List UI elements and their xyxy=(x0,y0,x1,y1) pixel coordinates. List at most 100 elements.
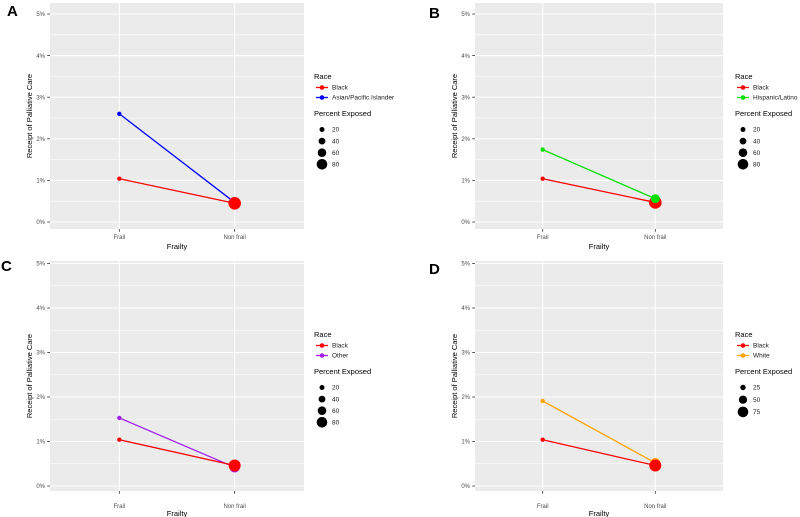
data-point-black-non-frail xyxy=(649,459,662,472)
panel-chart-d: 0% 1% 2% 3% 4% 5% Frail Non frail Frailty Receipt… xyxy=(450,261,792,517)
panel-label-b: B xyxy=(429,5,440,22)
size-legend-label: 20 xyxy=(753,127,761,134)
panel-label-d: D xyxy=(429,261,440,278)
panel-chart-c: 0% 1% 2% 3% 4% 5% Frail Non frail Frailty Receipt… xyxy=(25,261,371,517)
y-tick-label: 0% xyxy=(36,484,45,490)
y-tick-label: 3% xyxy=(461,95,470,101)
y-tick-label: 5% xyxy=(461,12,470,18)
x-axis-title: Frailty xyxy=(167,509,188,517)
y-tick-label: 3% xyxy=(461,351,470,357)
size-legend-dot xyxy=(737,159,749,170)
y-tick-label: 4% xyxy=(36,54,45,60)
data-point-black-frail xyxy=(117,437,122,442)
legend-key-point xyxy=(740,343,746,348)
y-axis-title: Receipt of Palliative Care xyxy=(450,334,459,418)
series-line-hispanic-latino xyxy=(542,149,656,200)
x-tick-label: Frail xyxy=(537,504,549,510)
y-tick-label: 2% xyxy=(36,395,45,401)
panel-b: 0% 1% 2% 3% 4% 5% Frail Non frail Frailty Receipt… xyxy=(400,0,800,258)
y-tick-label: 5% xyxy=(36,12,45,18)
size-legend-dot xyxy=(738,395,748,404)
size-legend-dot xyxy=(316,417,328,428)
size-legend-label: 80 xyxy=(332,420,340,427)
y-tick-label: 3% xyxy=(36,351,45,357)
panel-chart-a: 0% 1% 2% 3% 4% 5% Frail Non frail Frailty Receipt… xyxy=(25,3,395,251)
panel-d: 0% 1% 2% 3% 4% 5% Frail Non frail Frailty Receipt… xyxy=(400,258,800,517)
x-tick-label: Non frail xyxy=(223,504,245,510)
size-legend-label: 60 xyxy=(332,408,340,415)
size-legend-label: 80 xyxy=(332,162,340,169)
x-tick-label: Frail xyxy=(114,235,126,241)
series-line-white xyxy=(542,400,656,464)
race-legend-title: Race xyxy=(314,330,332,339)
y-tick-label: 0% xyxy=(461,484,470,490)
size-legend-label: 40 xyxy=(332,138,340,145)
series-line-asian-pacific-islander xyxy=(118,113,236,203)
x-tick-label: Non frail xyxy=(644,235,666,241)
panel-a: 0% 1% 2% 3% 4% 5% Frail Non frail Frailty Receipt… xyxy=(0,0,400,258)
size-legend-dot xyxy=(317,406,327,415)
data-point-asian-pacific-islander-frail xyxy=(117,111,122,117)
race-legend-label: White xyxy=(753,353,770,360)
plot-background xyxy=(475,261,723,491)
x-tick-label: Frail xyxy=(537,235,549,241)
size-legend-title: Percent Exposed xyxy=(314,367,371,376)
y-tick-label: 2% xyxy=(461,137,470,143)
x-axis-title: Frailty xyxy=(589,509,610,517)
legend-key-point xyxy=(319,353,325,358)
legend-key-point xyxy=(319,95,325,100)
plot-background xyxy=(50,3,304,229)
series-line-black xyxy=(119,178,235,204)
size-legend-dot xyxy=(740,384,746,391)
data-point-black-frail xyxy=(540,176,545,181)
y-tick-label: 5% xyxy=(36,262,45,268)
size-legend-label: 40 xyxy=(332,396,340,403)
x-tick-label: Non frail xyxy=(644,504,666,510)
race-legend-label: Black xyxy=(753,343,770,350)
y-tick-label: 4% xyxy=(461,306,470,312)
race-legend-label: Hispanic/Latino xyxy=(753,95,798,102)
series-line-black xyxy=(542,439,656,467)
panel-label-c: C xyxy=(1,258,12,275)
size-legend-dot xyxy=(317,148,327,157)
data-point-other-frail xyxy=(117,415,122,421)
x-tick-label: Frail xyxy=(114,504,126,510)
size-legend-dot xyxy=(737,406,749,418)
size-legend-label: 80 xyxy=(753,162,761,169)
x-axis-title: Frailty xyxy=(589,242,610,251)
size-legend-label: 40 xyxy=(753,138,761,145)
x-axis-title: Frailty xyxy=(167,242,188,251)
y-tick-label: 2% xyxy=(461,395,470,401)
panel-chart-b: 0% 1% 2% 3% 4% 5% Frail Non frail Frailty Receipt… xyxy=(450,3,798,251)
data-point-black-non-frail xyxy=(228,459,241,472)
y-tick-label: 4% xyxy=(461,54,470,60)
plot-background xyxy=(475,3,723,229)
panel-label-a: A xyxy=(7,3,18,20)
y-tick-label: 0% xyxy=(36,220,45,226)
size-legend-label: 50 xyxy=(753,397,761,404)
data-point-hispanic-latino-frail xyxy=(540,147,545,152)
y-tick-label: 4% xyxy=(36,306,45,312)
y-tick-label: 1% xyxy=(36,179,45,185)
size-legend-title: Percent Exposed xyxy=(735,367,792,376)
x-tick-label: Non frail xyxy=(223,235,245,241)
size-legend-title: Percent Exposed xyxy=(735,109,792,118)
size-legend-dot xyxy=(316,159,328,170)
series-line-other xyxy=(119,417,235,468)
y-tick-label: 1% xyxy=(461,179,470,185)
data-point-white-frail xyxy=(540,398,545,404)
size-legend-dot xyxy=(319,385,325,390)
size-legend-title: Percent Exposed xyxy=(314,109,371,118)
data-point-black-frail xyxy=(540,437,545,442)
size-legend-label: 20 xyxy=(332,127,340,134)
race-legend-label: Black xyxy=(753,85,770,92)
y-tick-label: 1% xyxy=(461,440,470,446)
race-legend-title: Race xyxy=(735,72,753,81)
race-legend-label: Black xyxy=(332,343,349,350)
legend-key-point xyxy=(319,85,325,90)
race-legend-title: Race xyxy=(314,72,332,81)
size-legend-dot xyxy=(318,395,326,403)
race-legend-label: Other xyxy=(332,353,349,360)
size-legend-dot xyxy=(319,127,325,132)
